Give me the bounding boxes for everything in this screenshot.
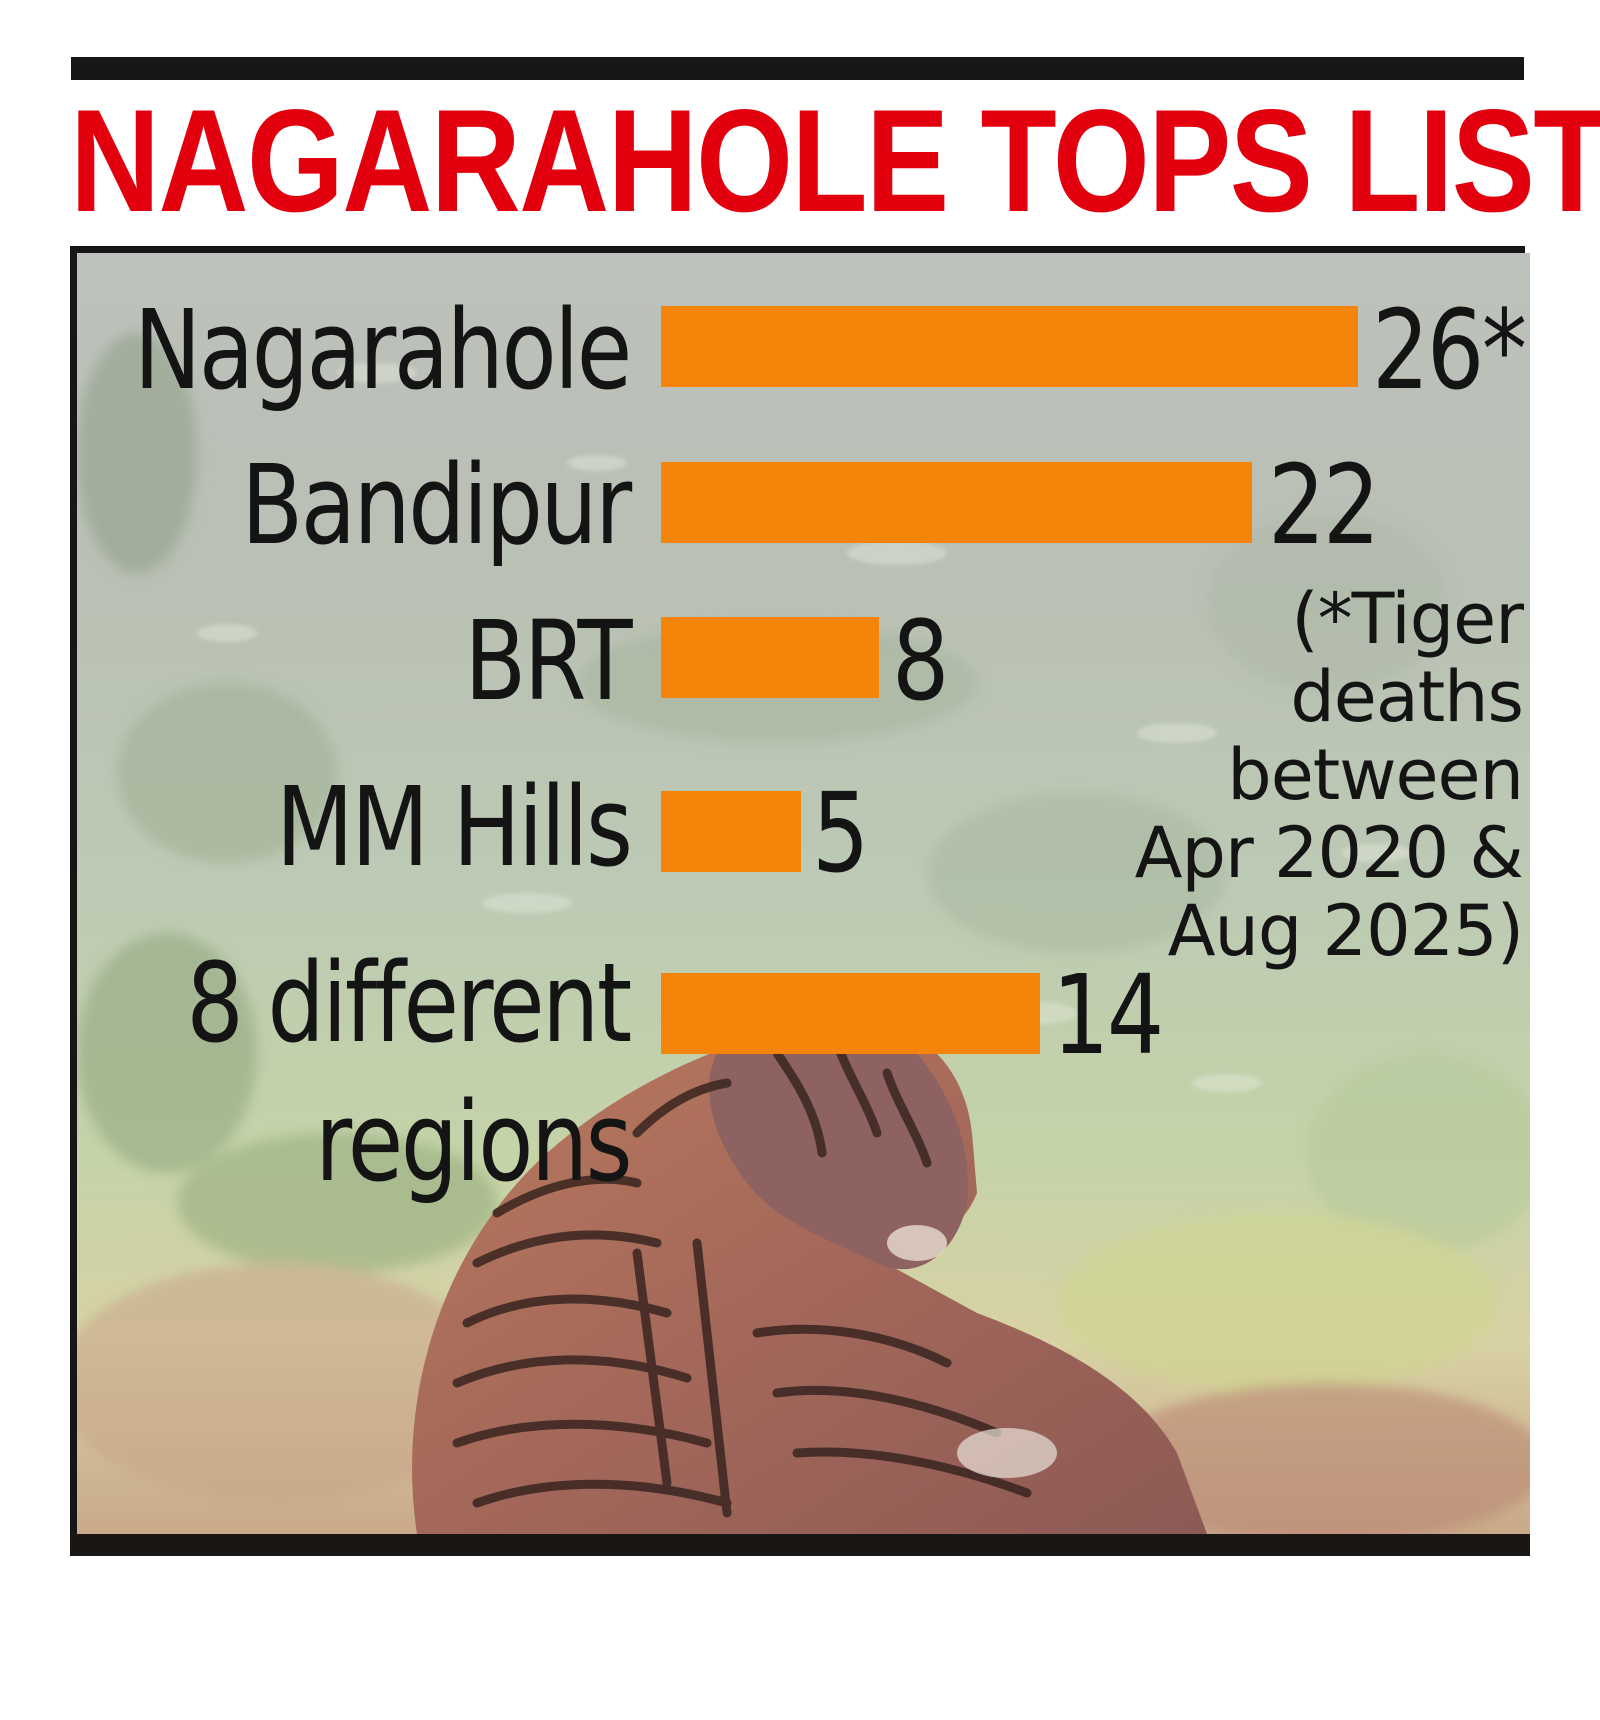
- frame-left-border: [70, 246, 77, 1556]
- page-title: NAGARAHOLE TOPS LIST: [70, 88, 1600, 234]
- bar-label-nagarahole: Nagarahole: [134, 286, 632, 414]
- bar-mm-hills: [661, 791, 801, 872]
- bar-nagarahole: [661, 306, 1358, 387]
- bar-label-mm-hills: MM Hills: [275, 763, 632, 891]
- value-label-nagarahole: 26*: [1372, 286, 1527, 414]
- bar-label-brt: BRT: [464, 597, 632, 725]
- value-label-mm-hills: 5: [812, 769, 869, 897]
- footnote-line: deaths: [1290, 656, 1524, 738]
- frame-top-border: [70, 246, 1525, 253]
- value-label-other-regions: 14: [1052, 951, 1164, 1079]
- bar-label-bandipur: Bandipur: [241, 441, 633, 569]
- title-text: NAGARAHOLE TOPS LIST: [70, 79, 1600, 242]
- footnote-line: (*Tiger: [1291, 578, 1524, 660]
- bar-label-other-regions-line1: 8 different: [186, 939, 633, 1067]
- bar-label-other-regions-line2: regions: [314, 1078, 633, 1206]
- bar-brt: [661, 617, 879, 698]
- bar-bandipur: [661, 462, 1252, 543]
- value-label-bandipur: 22: [1268, 441, 1380, 569]
- tiger-illustration: [412, 1021, 1207, 1534]
- value-label-brt: 8: [892, 597, 949, 725]
- footnote-annotation: (*Tiger deaths between Apr 2020 & Aug 20…: [1134, 578, 1524, 972]
- footnote-line: Aug 2025): [1167, 890, 1524, 972]
- top-rule: [71, 57, 1524, 80]
- frame-bottom-border: [70, 1534, 1530, 1556]
- bar-other-regions: [661, 973, 1040, 1054]
- footnote-line: Apr 2020 &: [1134, 812, 1524, 894]
- footnote-line: between: [1227, 734, 1524, 816]
